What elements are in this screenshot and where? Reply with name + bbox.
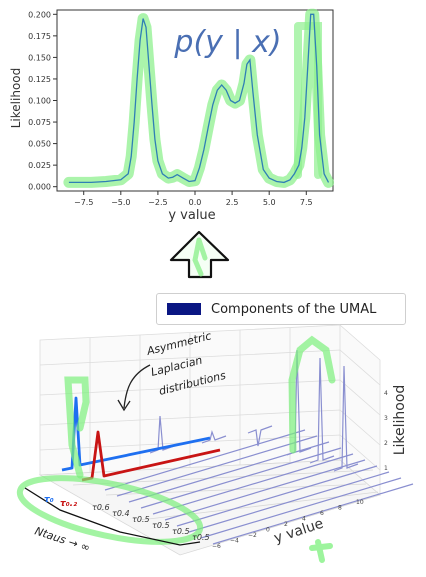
y-tick-label: 0.050 (28, 140, 51, 149)
tau-label: τ0.5 (152, 521, 170, 530)
y-tick-label-3d: 6 (320, 510, 324, 517)
component-floor-line (176, 465, 378, 527)
tau-label: τ0.6 (92, 503, 110, 512)
component-floor-line (212, 483, 414, 545)
legend-label: Components of the UMAL (211, 301, 377, 317)
z-ticks: 1 2 3 4 (384, 390, 388, 472)
component-floor-line (164, 459, 366, 521)
y-tick-label-3d: −4 (230, 538, 239, 545)
floor-grid (38, 459, 381, 556)
likelihood-chart-svg: Likelihood y value 0.0000.0250.0500.0750… (9, 8, 334, 223)
tau-labels: τ0.6τ0.4τ0.5τ0.5τ0.5τ0.5 (92, 503, 210, 542)
blue-component (61, 396, 211, 472)
y-tick-label-3d: 4 (302, 516, 306, 523)
y-tick-label-3d: 10 (356, 499, 364, 506)
y-tick-label: 0.100 (28, 97, 51, 106)
x-tick-label: −2.5 (148, 198, 167, 207)
green-highlight-mark (309, 539, 333, 563)
y-tick-label: 0.025 (28, 161, 51, 170)
tau-blue-label: τ₀ (44, 495, 54, 505)
edge-highlight (294, 22, 322, 179)
x-axis-label: y value (168, 208, 215, 223)
likelihood-chart: Likelihood y value 0.000 0.025 0.050 0.075 0… (0, 0, 426, 230)
y-ticks: 0.000 0.025 0.050 0.075 0.100 0.125 0.150 0.175… (28, 10, 57, 192)
z-tick-label: 4 (384, 390, 388, 397)
y-tick-label-3d: −2 (248, 532, 257, 539)
annotation-arrowhead-icon (117, 399, 131, 412)
y-tick-label: 0.150 (28, 53, 51, 62)
component-peak (247, 425, 273, 447)
component-floor-line (116, 435, 318, 497)
tau-highlight-ellipse (16, 475, 204, 545)
y-axis-label: Likelihood (9, 68, 23, 129)
tau-label: τ0.5 (132, 515, 150, 524)
component-floor-line (152, 453, 354, 515)
tau-label: τ0.5 (192, 533, 210, 542)
y-tick-label: 0.075 (28, 118, 51, 127)
formula-label: p(y | x) (173, 25, 281, 60)
component-floor-line (104, 429, 306, 491)
y-tick-label-3d: −6 (212, 543, 221, 550)
component-peak (333, 365, 359, 472)
component-floor-line (200, 477, 402, 539)
x-tick-label: −7.5 (74, 198, 93, 207)
component-floor-line (188, 471, 390, 533)
component-peak (149, 415, 175, 454)
legend: Components of the UMAL (156, 293, 406, 325)
umal-3d-svg: Asymmetric Laplacian distributions τ₀ τ₀… (16, 324, 414, 563)
y-ticks-3d: −6 −4 −2 0 2 4 6 8 10 (212, 499, 364, 550)
x-tick-label: −5.0 (111, 198, 130, 207)
component-peak (201, 429, 227, 444)
green-highlight-left (64, 376, 90, 479)
x-ticks: −7.5 −5.0 −2.5 0.0 2.5 5.0 7.5 (74, 191, 313, 207)
y-tick-label-3d: 2 (284, 521, 288, 528)
z-tick-label: 1 (384, 465, 388, 472)
likelihood-curve (68, 13, 330, 184)
tau-label: τ0.4 (112, 509, 130, 518)
x-tick-label: 0.0 (189, 198, 202, 207)
y-tick-label-3d: 0 (266, 527, 270, 534)
y-tick-label: 0.200 (28, 10, 51, 19)
component-floor-line (140, 447, 342, 509)
tau-axis-line (24, 487, 201, 546)
tau-label: τ0.5 (172, 527, 190, 536)
y-tick-label: 0.000 (28, 183, 51, 192)
z-tick-label: 3 (384, 415, 388, 422)
upward-arrow-icon (165, 228, 235, 280)
tau-red-label: τ₀.₂ (60, 499, 77, 509)
x-tick-label: 5.0 (263, 198, 276, 207)
component-peak (309, 357, 335, 464)
x-tick-label: 2.5 (226, 198, 239, 207)
annotation-arrow-line (123, 364, 151, 409)
y-tick-label-3d: 8 (338, 505, 342, 512)
umal-3d-plot: Asymmetric Laplacian distributions τ₀ τ₀… (0, 320, 426, 573)
z-tick-label: 2 (384, 440, 388, 447)
legend-swatch (167, 303, 201, 315)
green-highlight-right (288, 335, 336, 454)
y-tick-label: 0.175 (28, 32, 51, 41)
x-tick-label: 7.5 (300, 198, 313, 207)
z-axis-label: Likelihood (392, 385, 408, 456)
y-tick-label: 0.125 (28, 75, 51, 84)
